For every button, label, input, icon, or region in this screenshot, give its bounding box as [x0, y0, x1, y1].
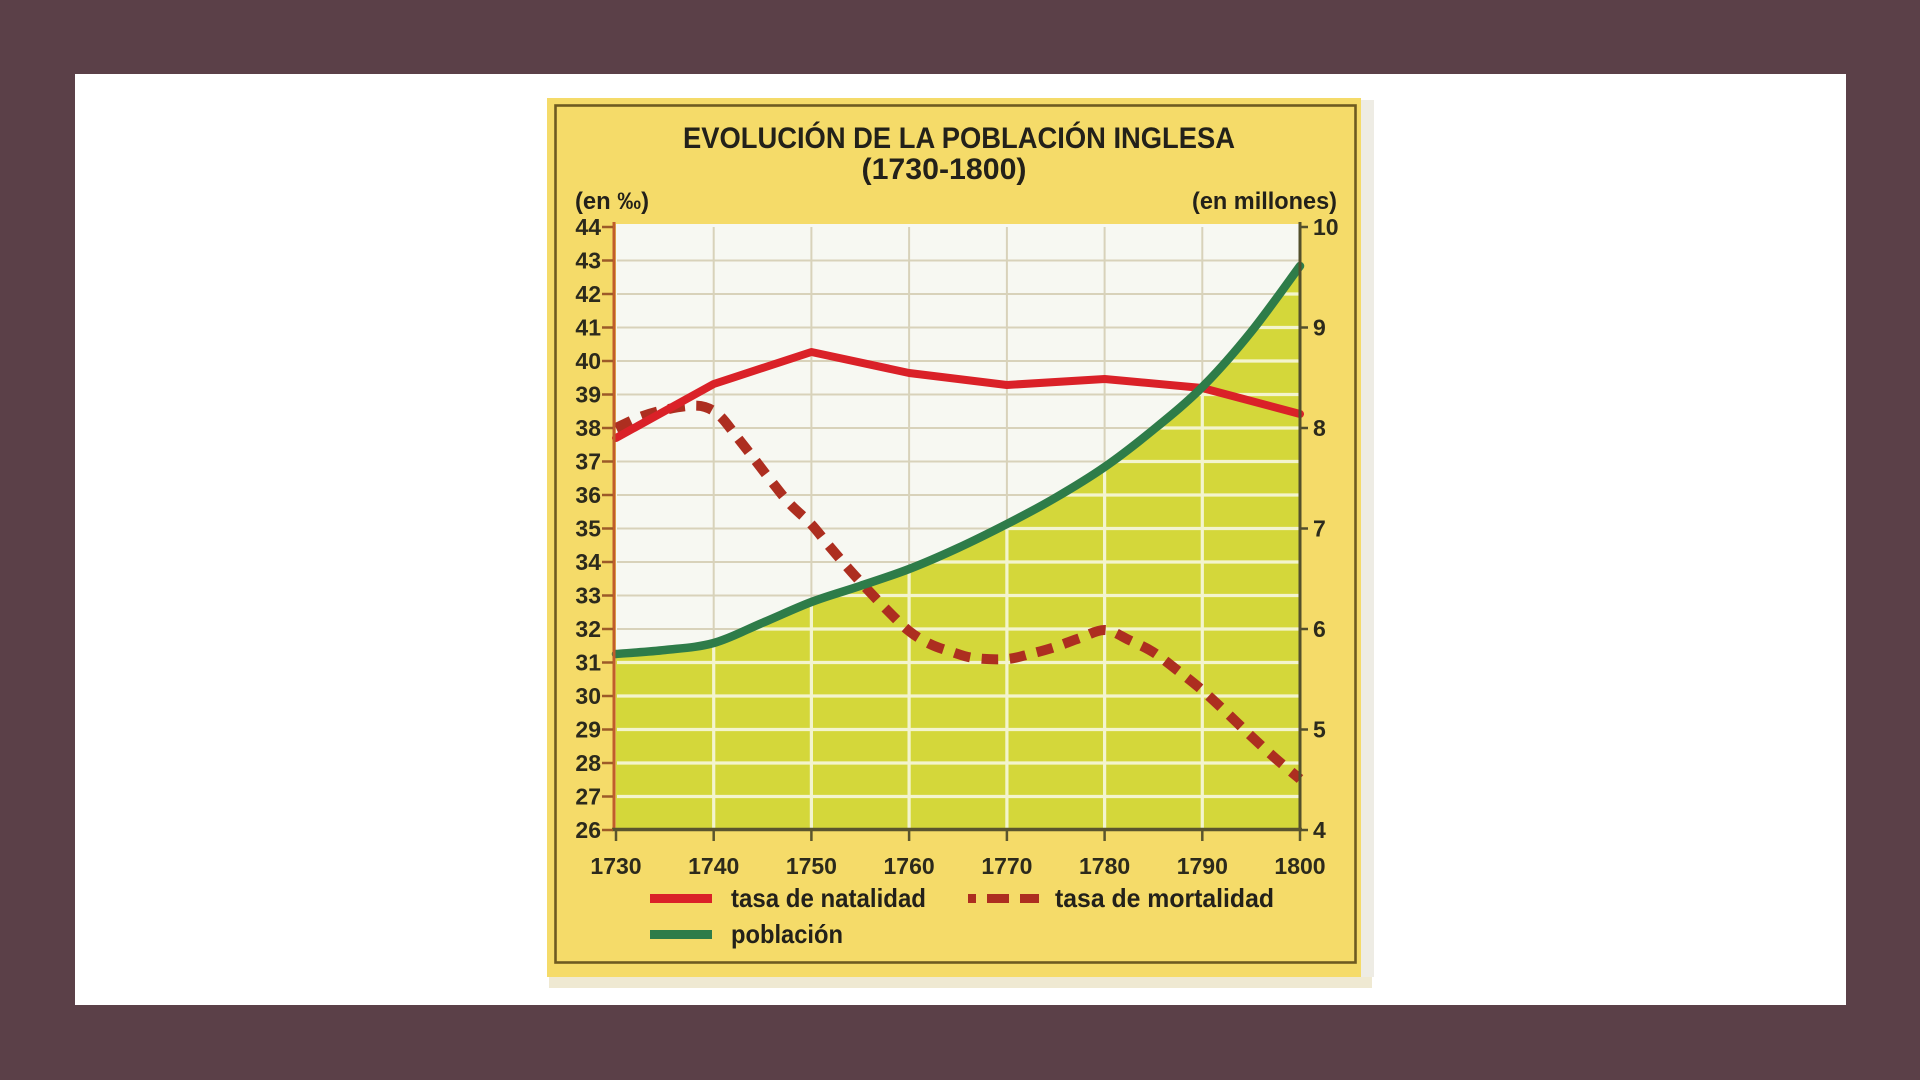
svg-text:8: 8	[1313, 415, 1326, 441]
svg-text:36: 36	[575, 482, 601, 508]
svg-text:43: 43	[575, 248, 601, 274]
svg-text:4: 4	[1313, 817, 1326, 843]
svg-text:1740: 1740	[688, 853, 739, 879]
svg-text:27: 27	[575, 784, 601, 810]
svg-text:33: 33	[575, 583, 601, 609]
svg-text:EVOLUCIÓN DE LA POBLACIÓN INGL: EVOLUCIÓN DE LA POBLACIÓN INGLESA	[683, 121, 1235, 155]
svg-text:7: 7	[1313, 516, 1326, 542]
svg-text:1770: 1770	[981, 853, 1032, 879]
svg-text:9: 9	[1313, 315, 1326, 341]
svg-text:1760: 1760	[884, 853, 935, 879]
svg-text:29: 29	[575, 717, 601, 743]
svg-text:30: 30	[575, 683, 601, 709]
svg-text:37: 37	[575, 449, 601, 475]
svg-text:(en millones): (en millones)	[1192, 188, 1337, 215]
svg-text:38: 38	[575, 415, 601, 441]
svg-text:1730: 1730	[590, 853, 641, 879]
svg-text:39: 39	[575, 382, 601, 408]
svg-text:5: 5	[1313, 717, 1326, 743]
svg-text:(en ‰): (en ‰)	[575, 188, 649, 215]
svg-text:28: 28	[575, 750, 601, 776]
svg-text:1790: 1790	[1177, 853, 1228, 879]
svg-text:34: 34	[575, 549, 601, 575]
svg-text:42: 42	[575, 281, 601, 307]
svg-text:población: población	[731, 919, 843, 949]
svg-text:35: 35	[575, 516, 601, 542]
svg-text:10: 10	[1313, 214, 1339, 240]
svg-text:32: 32	[575, 616, 601, 642]
svg-text:1780: 1780	[1079, 853, 1130, 879]
svg-text:1750: 1750	[786, 853, 837, 879]
svg-text:tasa de natalidad: tasa de natalidad	[731, 883, 926, 913]
svg-text:tasa de mortalidad: tasa de mortalidad	[1055, 883, 1274, 913]
svg-text:44: 44	[575, 214, 601, 240]
svg-text:26: 26	[575, 817, 601, 843]
svg-text:6: 6	[1313, 616, 1326, 642]
svg-text:31: 31	[575, 650, 601, 676]
svg-text:(1730-1800): (1730-1800)	[862, 153, 1027, 186]
svg-text:41: 41	[575, 315, 601, 341]
svg-text:1800: 1800	[1274, 853, 1325, 879]
svg-text:40: 40	[575, 348, 601, 374]
